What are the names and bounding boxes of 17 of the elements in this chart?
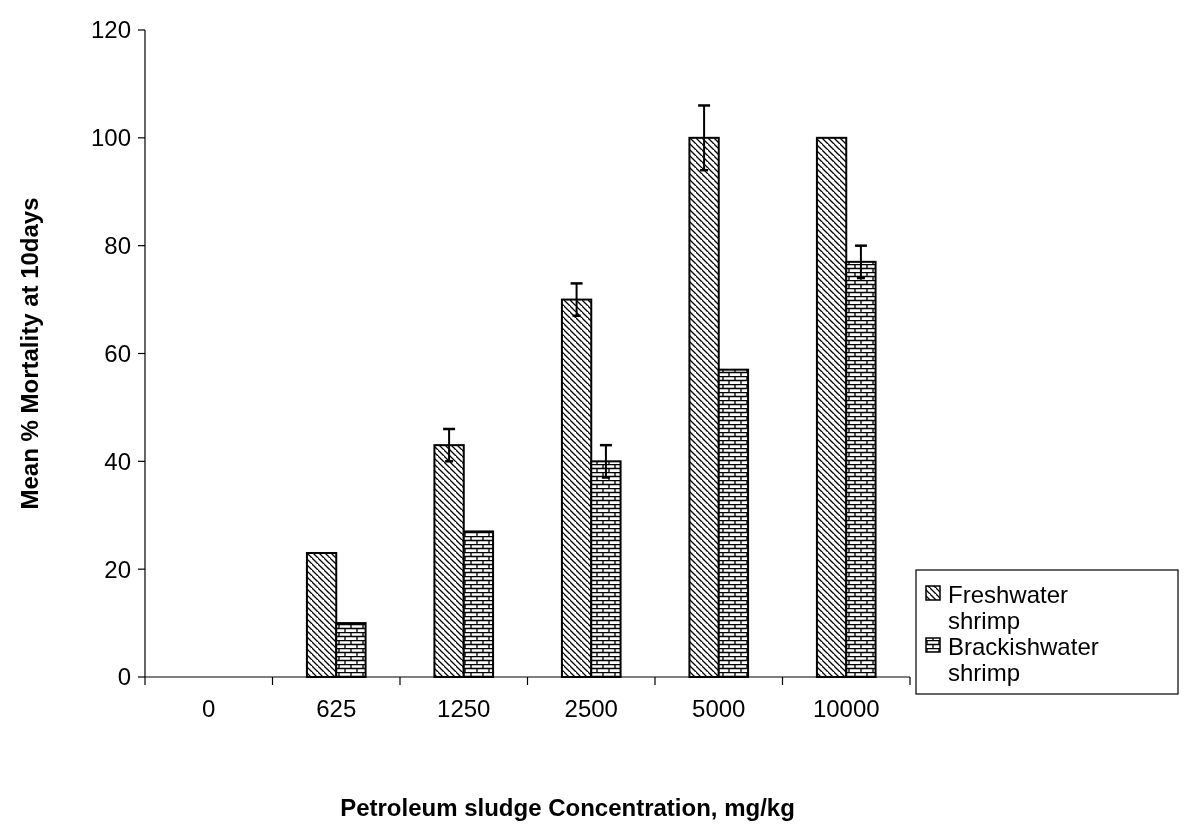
x-tick-label: 625 <box>316 695 357 722</box>
x-tick-label: 2500 <box>564 695 618 722</box>
y-tick-label: 40 <box>104 447 131 475</box>
x-tick-label: 10000 <box>812 695 880 722</box>
y-tick-label: 100 <box>90 124 131 152</box>
y-axis-title: Mean % Mortality at 10days <box>16 197 43 510</box>
x-tick-label: 5000 <box>692 695 746 722</box>
y-tick-label: 120 <box>90 16 131 44</box>
x-tick-label: 0 <box>202 695 216 722</box>
legend-label: Freshwater shrimp <box>948 581 1069 635</box>
y-tick-label: 80 <box>104 232 131 260</box>
y-tick-label: 20 <box>104 555 131 583</box>
y-tick-label: 0 <box>117 663 131 691</box>
legend-label: Brackishwater shrimp <box>948 633 1099 687</box>
y-tick-label: 60 <box>104 339 131 367</box>
x-axis-title: Petroleum sludge Concentration, mg/kg <box>340 794 795 821</box>
x-tick-label: 1250 <box>437 695 491 722</box>
